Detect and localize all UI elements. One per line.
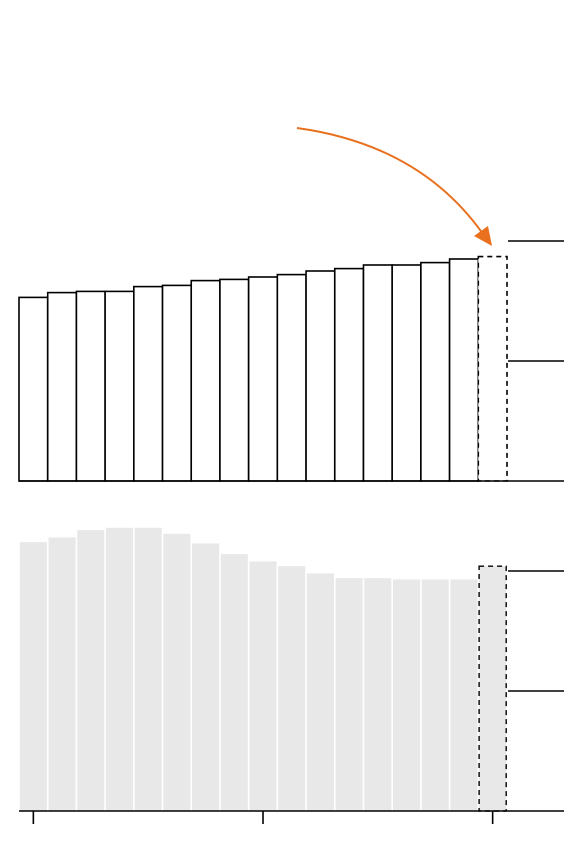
bar: [48, 537, 76, 811]
bar: [219, 278, 250, 482]
bar: [190, 279, 221, 482]
bar: [192, 543, 220, 811]
bar: [278, 566, 306, 811]
bar: [335, 578, 363, 811]
bar: [450, 579, 478, 811]
bar: [19, 542, 47, 811]
bar: [247, 276, 279, 482]
bar: [46, 291, 78, 482]
bar: [477, 255, 508, 482]
bar: [448, 258, 480, 482]
bar: [305, 270, 336, 482]
bar: [133, 285, 164, 482]
bar: [362, 264, 393, 482]
bar: [18, 296, 49, 482]
bar: [478, 565, 507, 812]
bar: [77, 530, 105, 811]
bar: [392, 579, 421, 811]
bar: [134, 527, 162, 811]
bar: [333, 267, 365, 482]
bar: [420, 261, 451, 482]
arrow: [296, 127, 484, 235]
bar: [220, 554, 248, 811]
bar: [391, 264, 422, 482]
bar: [75, 290, 106, 482]
bar: [276, 273, 307, 482]
bar: [163, 533, 191, 811]
bar: [364, 578, 392, 811]
bar: [105, 527, 134, 811]
bar: [104, 290, 135, 482]
bar: [161, 284, 193, 482]
bar: [421, 579, 449, 811]
bar: [306, 573, 334, 811]
arrow-head: [474, 226, 492, 246]
bar: [249, 561, 277, 811]
